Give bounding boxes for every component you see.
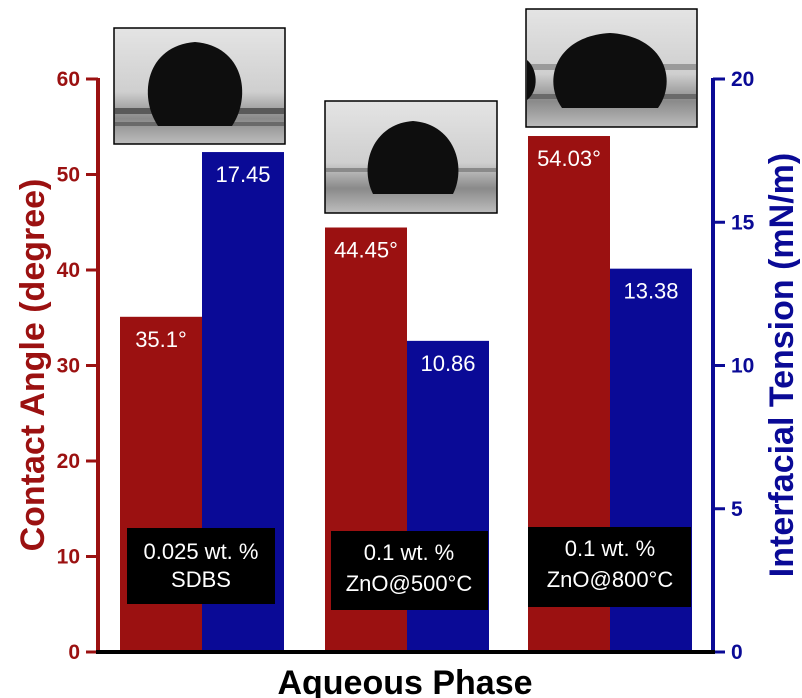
left-y-axis: 0 10 20 30 40 50 60 [57, 68, 100, 664]
interfacial-tension-value-label: 10.86 [420, 351, 475, 376]
left-axis-tick-label: 50 [57, 164, 80, 187]
right-axis-title: Interfacial Tension (mN/m) [763, 153, 801, 577]
category-label-line2: ZnO@500°C [346, 571, 473, 596]
category-label-line2: SDBS [171, 567, 231, 592]
left-axis-tick-label: 40 [57, 259, 80, 282]
left-axis-title: Contact Angle (degree) [14, 179, 52, 552]
contact-angle-value-label: 54.03° [537, 146, 601, 171]
interfacial-tension-value-label: 13.38 [623, 279, 678, 304]
interfacial-tension-value-label: 17.45 [215, 162, 270, 187]
droplet-photo-zno800 [525, 8, 698, 128]
right-axis-tick-label: 5 [731, 498, 743, 521]
left-axis-tick-label: 60 [57, 68, 80, 91]
category-box-zno800: 0.1 wt. % ZnO@800°C [528, 527, 691, 607]
left-axis-tick-label: 20 [57, 450, 80, 473]
category-label-line1: 0.1 wt. % [364, 540, 454, 565]
right-y-axis: 0 5 10 15 20 [711, 68, 755, 664]
right-axis-tick-label: 20 [731, 68, 754, 91]
category-box-sdbs: 0.025 wt. % SDBS [127, 528, 275, 604]
left-axis-tick-label: 10 [57, 546, 80, 569]
category-label-line2: ZnO@800°C [547, 567, 674, 592]
category-box-zno500: 0.1 wt. % ZnO@500°C [331, 531, 488, 610]
right-axis-tick-label: 15 [731, 211, 755, 234]
left-axis-tick-label: 0 [68, 641, 80, 664]
contact-angle-value-label: 44.45° [334, 238, 398, 263]
category-label-line1: 0.025 wt. % [144, 539, 259, 564]
droplet-photo-sdbs [113, 27, 286, 145]
droplet-photo-zno500 [324, 100, 498, 214]
contact-angle-value-label: 35.1° [135, 327, 187, 352]
category-label-line1: 0.1 wt. % [565, 536, 655, 561]
right-axis-tick-label: 0 [731, 641, 743, 664]
left-axis-tick-label: 30 [57, 355, 80, 378]
x-axis-title: Aqueous Phase [277, 664, 532, 698]
right-axis-tick-label: 10 [731, 355, 754, 378]
